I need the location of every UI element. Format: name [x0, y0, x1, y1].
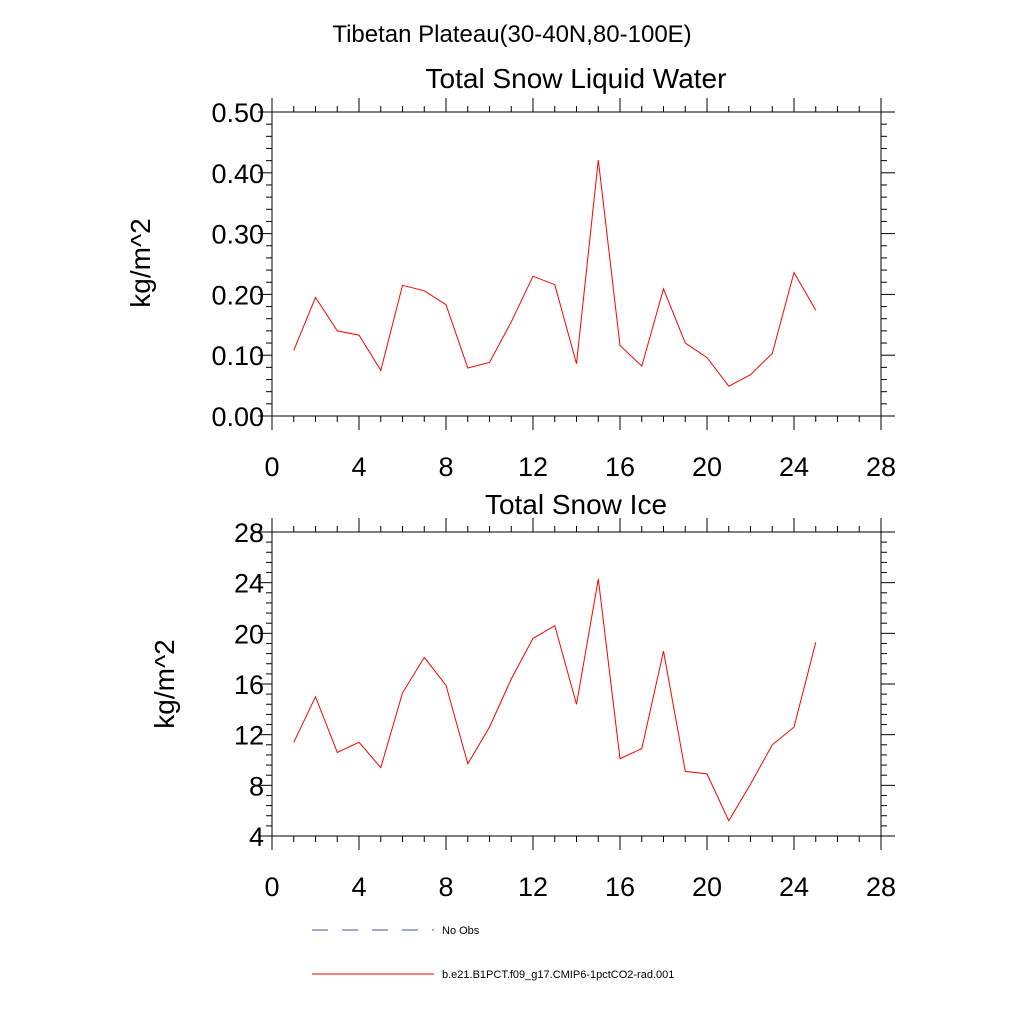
- series-lines: [293, 159, 817, 387]
- figure-main-title: Tibetan Plateau(30-40N,80-100E): [332, 21, 691, 48]
- x-tick-label: 24: [779, 452, 809, 482]
- legend-item-model-run: b.e21.B1PCT.f09_g17.CMIP6-1pctCO2-rad.00…: [312, 969, 674, 981]
- y-tick-label: 8: [249, 771, 264, 801]
- x-tick-label: 4: [351, 872, 366, 902]
- panel-title: Total Snow Liquid Water: [426, 63, 727, 94]
- legend-label: No Obs: [442, 925, 480, 937]
- plot-frame: [271, 111, 882, 417]
- y-tick-label: 4: [249, 822, 264, 852]
- series-line: [293, 578, 817, 822]
- x-tick-label: 12: [518, 452, 548, 482]
- panel-snow-ice: Total Snow Ice kg/m^2 0 4 8 12 16 20 24 28 4812…: [149, 489, 896, 902]
- y-tick-label: 24: [234, 569, 264, 599]
- y-tick-label: 0.00: [211, 402, 264, 432]
- x-tick-label: 0: [264, 872, 279, 902]
- y-tick-label: 12: [234, 721, 264, 751]
- y-tick-label: 0.20: [211, 280, 264, 310]
- x-tick-label: 16: [605, 452, 635, 482]
- x-tick-label: 20: [692, 452, 722, 482]
- y-axis-label: kg/m^2: [125, 218, 156, 307]
- plot-frame: [271, 531, 882, 837]
- x-tick-label: 24: [779, 872, 809, 902]
- x-tick-label: 28: [866, 452, 896, 482]
- x-tick-label: 8: [438, 872, 453, 902]
- y-tick-labels: 0.00 0.10 0.20 0.30 0.40 0.50: [211, 98, 264, 432]
- x-tick-label: 16: [605, 872, 635, 902]
- y-tick-label: 0.40: [211, 159, 264, 189]
- series-line: [293, 159, 817, 387]
- x-tick-label: 28: [866, 872, 896, 902]
- series-lines: [293, 578, 817, 822]
- legend-label: b.e21.B1PCT.f09_g17.CMIP6-1pctCO2-rad.00…: [442, 969, 674, 981]
- legend-item-no-obs: No Obs: [312, 925, 480, 937]
- x-tick-label: 20: [692, 872, 722, 902]
- y-tick-label: 0.30: [211, 220, 264, 250]
- y-tick-labels: 4 8 12 16 20 24 28: [234, 518, 264, 852]
- y-tick-label: 16: [234, 670, 264, 700]
- x-tick-label: 12: [518, 872, 548, 902]
- x-tick-labels: 0 4 8 12 16 20 24 28: [264, 872, 896, 902]
- y-tick-label: 28: [234, 518, 264, 548]
- x-tick-label: 0: [264, 452, 279, 482]
- legend: No Obs b.e21.B1PCT.f09_g17.CMIP6-1pctCO2…: [312, 925, 674, 981]
- panel-title: Total Snow Ice: [485, 489, 667, 520]
- y-tick-label: 20: [234, 619, 264, 649]
- y-tick-label: 0.10: [211, 341, 264, 371]
- y-axis-label: kg/m^2: [149, 639, 180, 728]
- tick-marks: [258, 518, 895, 850]
- x-tick-label: 8: [438, 452, 453, 482]
- y-tick-label: 0.50: [211, 98, 264, 128]
- panel-snow-liquid-water: Total Snow Liquid Water kg/m^2 0 4 8 12 16 20…: [125, 63, 896, 482]
- tick-marks: [258, 98, 895, 430]
- x-tick-labels: 0 4 8 12 16 20 24 28: [264, 452, 896, 482]
- x-tick-label: 4: [351, 452, 366, 482]
